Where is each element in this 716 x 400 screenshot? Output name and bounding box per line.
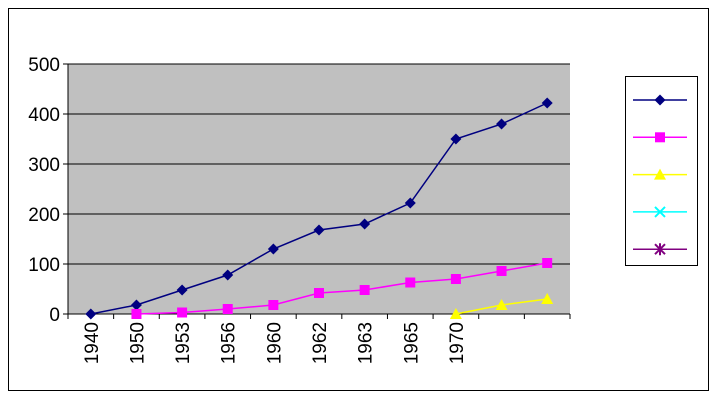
x-tick-label: 1940 xyxy=(82,322,103,364)
marker xyxy=(222,269,234,281)
x-tick-label: 1965 xyxy=(401,322,422,364)
x-tick-label: 1963 xyxy=(356,322,377,364)
marker xyxy=(131,309,142,319)
x-tick-label: 1960 xyxy=(264,322,285,364)
x-tick-label: 1956 xyxy=(219,322,240,364)
marker xyxy=(654,206,666,218)
marker xyxy=(177,307,188,318)
x-tick-label: 1953 xyxy=(173,322,194,364)
marker xyxy=(654,243,666,256)
y-tick-label: 400 xyxy=(28,105,60,126)
marker xyxy=(449,308,462,319)
marker xyxy=(450,274,461,284)
marker xyxy=(654,168,666,180)
marker xyxy=(496,266,507,276)
marker xyxy=(541,97,553,109)
marker xyxy=(654,94,666,106)
marker xyxy=(495,299,508,310)
legend xyxy=(625,76,698,266)
marker xyxy=(541,293,554,304)
marker xyxy=(268,300,279,310)
marker xyxy=(655,132,665,143)
marker xyxy=(267,243,279,255)
marker xyxy=(404,197,416,209)
x-tick-label: 1970 xyxy=(447,322,468,364)
y-tick-label: 0 xyxy=(49,305,60,326)
plot-area xyxy=(68,64,570,314)
y-tick-label: 200 xyxy=(28,205,60,226)
y-tick-label: 500 xyxy=(28,55,60,76)
marker xyxy=(85,308,97,320)
y-tick-label: 300 xyxy=(28,155,60,176)
marker xyxy=(359,285,370,295)
y-tick-label: 100 xyxy=(28,255,60,276)
marker xyxy=(496,118,508,130)
marker xyxy=(313,224,325,236)
marker xyxy=(405,277,416,288)
marker xyxy=(542,258,553,268)
marker xyxy=(450,133,462,145)
x-tick-label: 1962 xyxy=(310,322,331,364)
marker xyxy=(314,288,324,298)
marker xyxy=(176,284,188,296)
marker xyxy=(222,304,233,314)
x-tick-label: 1950 xyxy=(127,322,148,364)
marker xyxy=(130,299,142,311)
marker xyxy=(359,218,371,230)
series-line xyxy=(136,262,548,315)
